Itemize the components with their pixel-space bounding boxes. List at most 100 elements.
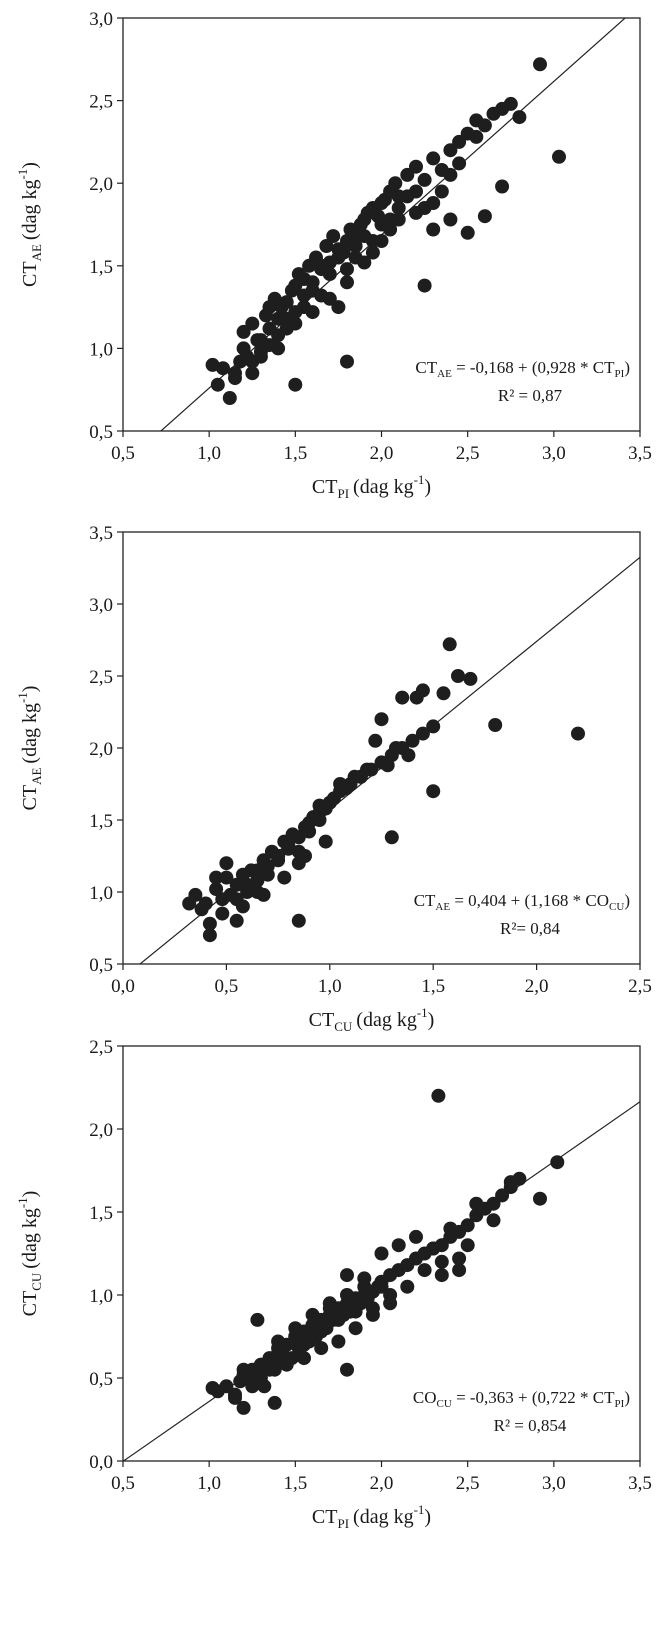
data-point: [319, 239, 334, 253]
regression-equation: COCU = -0,363 + (0,722 * CTPI): [413, 1388, 630, 1410]
data-point: [245, 366, 260, 381]
data-point: [452, 156, 467, 171]
data-point: [550, 1155, 565, 1170]
data-point: [340, 1288, 354, 1302]
data-point: [240, 877, 255, 892]
data-point: [442, 637, 457, 652]
data-point: [297, 1351, 311, 1366]
data-point: [235, 899, 250, 914]
x-tick-label: 2,5: [456, 443, 480, 464]
data-point: [409, 159, 423, 174]
data-point: [277, 870, 292, 885]
y-tick-label: 2,0: [89, 174, 113, 195]
data-point: [417, 172, 432, 187]
data-point: [202, 928, 217, 943]
data-point: [331, 1334, 346, 1349]
data-point: [236, 1400, 251, 1415]
data-point: [426, 222, 441, 237]
data-point: [452, 134, 467, 149]
data-point: [460, 1218, 475, 1233]
data-point: [229, 877, 244, 892]
data-point: [426, 1241, 441, 1256]
data-point: [452, 1251, 467, 1266]
data-point: [271, 1334, 286, 1349]
x-tick-label: 0,5: [111, 1473, 135, 1494]
data-point: [202, 916, 217, 931]
data-point: [426, 151, 441, 166]
data-point: [222, 391, 237, 405]
data-point: [333, 777, 348, 791]
data-point: [314, 288, 329, 303]
data-point: [271, 311, 286, 326]
data-point: [417, 278, 432, 293]
y-axis-label: CTAE(dag kg-1): [15, 162, 44, 287]
data-point: [322, 267, 337, 282]
data-point: [236, 324, 251, 339]
data-point: [228, 1390, 242, 1405]
data-point: [383, 212, 398, 227]
x-tick-label: 1,5: [421, 976, 445, 997]
data-point: [291, 913, 306, 928]
data-point: [434, 1268, 449, 1283]
y-tick-label: 1,5: [89, 811, 113, 832]
data-point: [219, 856, 234, 871]
data-point: [391, 201, 406, 215]
x-axis-label: CTPI (dag kg-1): [312, 1502, 431, 1531]
data-point: [348, 250, 363, 265]
chart-panel-1: 0,5 1,0 1,5 2,0 2,5 3,0 3,5 0,5 1,0 1,5 2,0 2,5 3,0 C…: [15, 9, 652, 501]
y-tick-label: 3,5: [89, 523, 113, 544]
data-point: [245, 354, 260, 369]
data-point: [348, 1321, 363, 1336]
data-point: [291, 830, 306, 845]
data-point: [434, 1254, 449, 1269]
data-point: [391, 1238, 406, 1253]
y-tick-label: 2,5: [89, 92, 113, 113]
data-point: [312, 798, 327, 813]
data-point: [495, 1188, 510, 1203]
data-point: [260, 867, 275, 882]
data-point: [291, 844, 306, 859]
regression-equation: CTAE = -0,168 + (0,928 * CTPI): [415, 358, 630, 380]
data-point: [210, 377, 225, 392]
data-point: [250, 885, 265, 899]
x-tick-label: 0,5: [215, 976, 239, 997]
data-point: [331, 1312, 346, 1327]
y-tick-label: 2,0: [89, 739, 113, 760]
data-point: [571, 726, 585, 741]
x-tick-label: 2,0: [370, 443, 394, 464]
data-point: [340, 262, 354, 277]
data-point: [262, 300, 277, 315]
data-point: [426, 719, 441, 734]
data-point: [426, 784, 441, 799]
x-tick-label: 2,5: [628, 976, 652, 997]
data-point: [198, 896, 213, 911]
data-point: [340, 354, 354, 369]
data-point: [322, 1301, 337, 1316]
data-point: [229, 913, 244, 928]
data-point: [279, 295, 294, 310]
data-point: [368, 733, 383, 748]
x-tick-label: 3,5: [628, 1473, 652, 1494]
data-point: [503, 1175, 518, 1190]
x-axis-label: CTPI (dag kg-1): [312, 472, 431, 501]
data-point: [314, 1341, 329, 1356]
data-point: [326, 229, 341, 244]
x-tick-label: 1,5: [283, 1473, 307, 1494]
x-tick-label: 0,0: [111, 976, 135, 997]
x-axis-label: CTCU (dag kg-1): [309, 1005, 435, 1034]
chart-panel-3: 0,5 1,0 1,5 2,0 2,5 3,0 3,50,00,51,01,52,02,5C…: [15, 1037, 652, 1531]
data-point: [477, 209, 492, 224]
data-point: [389, 741, 403, 755]
data-point: [383, 222, 398, 237]
data-point: [503, 96, 518, 111]
y-tick-label: 0,5: [89, 1369, 113, 1390]
r-squared: R²= 0,84: [500, 919, 561, 938]
data-point: [236, 1367, 251, 1382]
data-point: [302, 824, 317, 839]
data-point: [219, 1379, 234, 1394]
data-point: [460, 1238, 475, 1253]
data-point: [297, 1337, 311, 1352]
data-point: [436, 686, 451, 701]
y-tick-label: 1,5: [89, 257, 113, 278]
